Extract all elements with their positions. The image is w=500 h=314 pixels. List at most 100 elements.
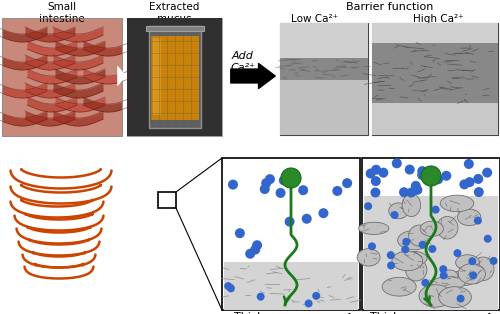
Polygon shape (10, 200, 104, 218)
Polygon shape (458, 264, 485, 284)
Circle shape (302, 214, 312, 224)
Circle shape (456, 295, 464, 303)
Circle shape (440, 271, 448, 279)
Polygon shape (438, 287, 472, 308)
Circle shape (260, 184, 270, 194)
Bar (127, 18, 222, 136)
Text: Small
intestine: Small intestine (39, 2, 85, 24)
Bar (372, 43, 498, 103)
Bar (280, 58, 368, 80)
Circle shape (422, 279, 430, 287)
Circle shape (304, 300, 312, 307)
Circle shape (428, 245, 436, 253)
Bar (364, 196, 498, 310)
Circle shape (284, 217, 294, 227)
Circle shape (440, 265, 448, 273)
Polygon shape (436, 216, 458, 239)
Circle shape (482, 168, 492, 178)
Circle shape (387, 251, 395, 259)
Circle shape (406, 187, 416, 198)
Circle shape (342, 178, 352, 188)
Text: Thickness: Thickness (370, 312, 425, 314)
Circle shape (235, 228, 245, 238)
Circle shape (464, 159, 474, 169)
Polygon shape (357, 249, 380, 266)
Bar (2, 18, 122, 136)
Circle shape (421, 166, 441, 186)
Text: Extracted
mucus: Extracted mucus (149, 2, 199, 24)
Bar (280, 80, 368, 135)
Circle shape (370, 187, 380, 198)
Circle shape (411, 181, 421, 191)
Circle shape (332, 186, 342, 196)
Circle shape (404, 165, 414, 175)
Bar (362, 158, 500, 310)
Polygon shape (10, 185, 112, 203)
Circle shape (469, 271, 477, 279)
Circle shape (312, 292, 320, 300)
Circle shape (364, 202, 372, 210)
Bar (222, 158, 360, 310)
Circle shape (227, 284, 235, 292)
Circle shape (371, 165, 381, 175)
Circle shape (261, 178, 271, 188)
Polygon shape (382, 277, 416, 296)
Bar (372, 23, 498, 135)
Polygon shape (440, 195, 474, 212)
Circle shape (474, 187, 484, 197)
Bar (372, 103, 498, 135)
Circle shape (265, 174, 275, 184)
Circle shape (224, 282, 232, 290)
Circle shape (387, 262, 395, 269)
Bar (372, 23, 498, 43)
Circle shape (392, 158, 402, 168)
Polygon shape (441, 270, 458, 283)
Circle shape (490, 257, 498, 265)
Circle shape (484, 235, 492, 243)
Polygon shape (10, 169, 112, 188)
Polygon shape (432, 277, 465, 289)
Text: ↑: ↑ (482, 312, 494, 314)
Bar (146, 26, 204, 31)
Circle shape (228, 180, 238, 190)
Text: Thickness: Thickness (234, 312, 289, 314)
Circle shape (378, 168, 388, 178)
Bar (149, 26, 201, 128)
Bar (2, 18, 122, 136)
Polygon shape (358, 222, 389, 235)
Circle shape (371, 176, 381, 186)
Bar (158, 192, 176, 208)
Circle shape (366, 169, 376, 179)
Text: Barrier function: Barrier function (346, 2, 434, 12)
Circle shape (433, 174, 443, 184)
Bar (280, 23, 368, 135)
Circle shape (281, 168, 301, 188)
Circle shape (418, 241, 426, 249)
Circle shape (474, 217, 482, 225)
Circle shape (390, 211, 398, 219)
Polygon shape (24, 264, 94, 279)
Circle shape (468, 257, 476, 265)
Circle shape (279, 176, 289, 185)
Polygon shape (16, 227, 102, 243)
Text: Add
Ca²⁺: Add Ca²⁺ (230, 51, 256, 73)
Circle shape (417, 170, 427, 180)
FancyArrowPatch shape (231, 63, 275, 89)
Circle shape (256, 293, 264, 301)
Polygon shape (456, 255, 479, 270)
Polygon shape (22, 252, 96, 268)
Circle shape (460, 179, 469, 189)
Circle shape (252, 240, 262, 250)
Circle shape (298, 185, 308, 195)
Bar (153, 38, 161, 115)
Circle shape (245, 249, 255, 259)
Circle shape (474, 174, 484, 184)
Polygon shape (458, 209, 481, 226)
FancyArrowPatch shape (118, 66, 126, 86)
Polygon shape (14, 214, 104, 230)
Circle shape (368, 242, 376, 250)
Polygon shape (18, 239, 100, 256)
Text: ↓: ↓ (342, 312, 354, 314)
Circle shape (318, 208, 328, 218)
Polygon shape (420, 221, 444, 236)
